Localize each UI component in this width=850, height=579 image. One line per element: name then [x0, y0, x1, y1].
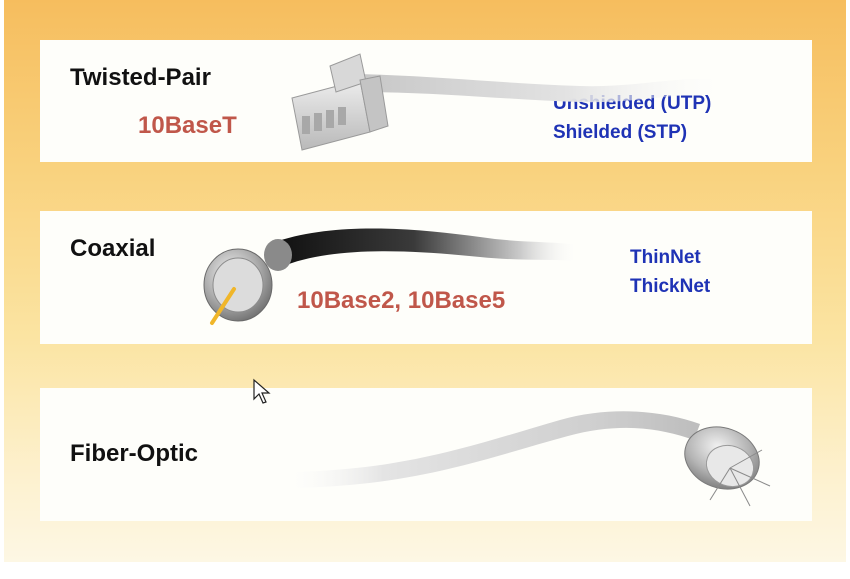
- twisted-pair-panel: Twisted-Pair 10BaseT Unshielded (UTP) Sh…: [40, 40, 812, 162]
- mouse-cursor-icon: [253, 378, 271, 404]
- fiber-optic-panel: Fiber-Optic: [40, 388, 812, 521]
- thinnet-label: ThinNet: [630, 247, 701, 268]
- thicknet-label: ThickNet: [630, 276, 711, 297]
- slide-background: Twisted-Pair 10BaseT Unshielded (UTP) Sh…: [4, 0, 846, 562]
- fiber-optic-connector-icon: [278, 411, 771, 507]
- coaxial-types: ThinNet ThickNet: [630, 243, 710, 301]
- coaxial-connector-icon: [203, 228, 580, 325]
- coaxial-panel: Coaxial 10Base2, 10Base5 ThinNet ThickNe…: [40, 211, 812, 344]
- twisted-pair-standard: 10BaseT: [138, 112, 237, 139]
- twisted-pair-label: Twisted-Pair: [70, 64, 211, 91]
- fiber-optic-label: Fiber-Optic: [70, 440, 199, 467]
- coaxial-label: Coaxial: [70, 235, 156, 262]
- coaxial-standards: 10Base2, 10Base5: [297, 287, 506, 314]
- stp-label: Shielded (STP): [553, 122, 688, 143]
- bottom-strip: [0, 562, 850, 579]
- rj45-connector-icon: [291, 53, 740, 151]
